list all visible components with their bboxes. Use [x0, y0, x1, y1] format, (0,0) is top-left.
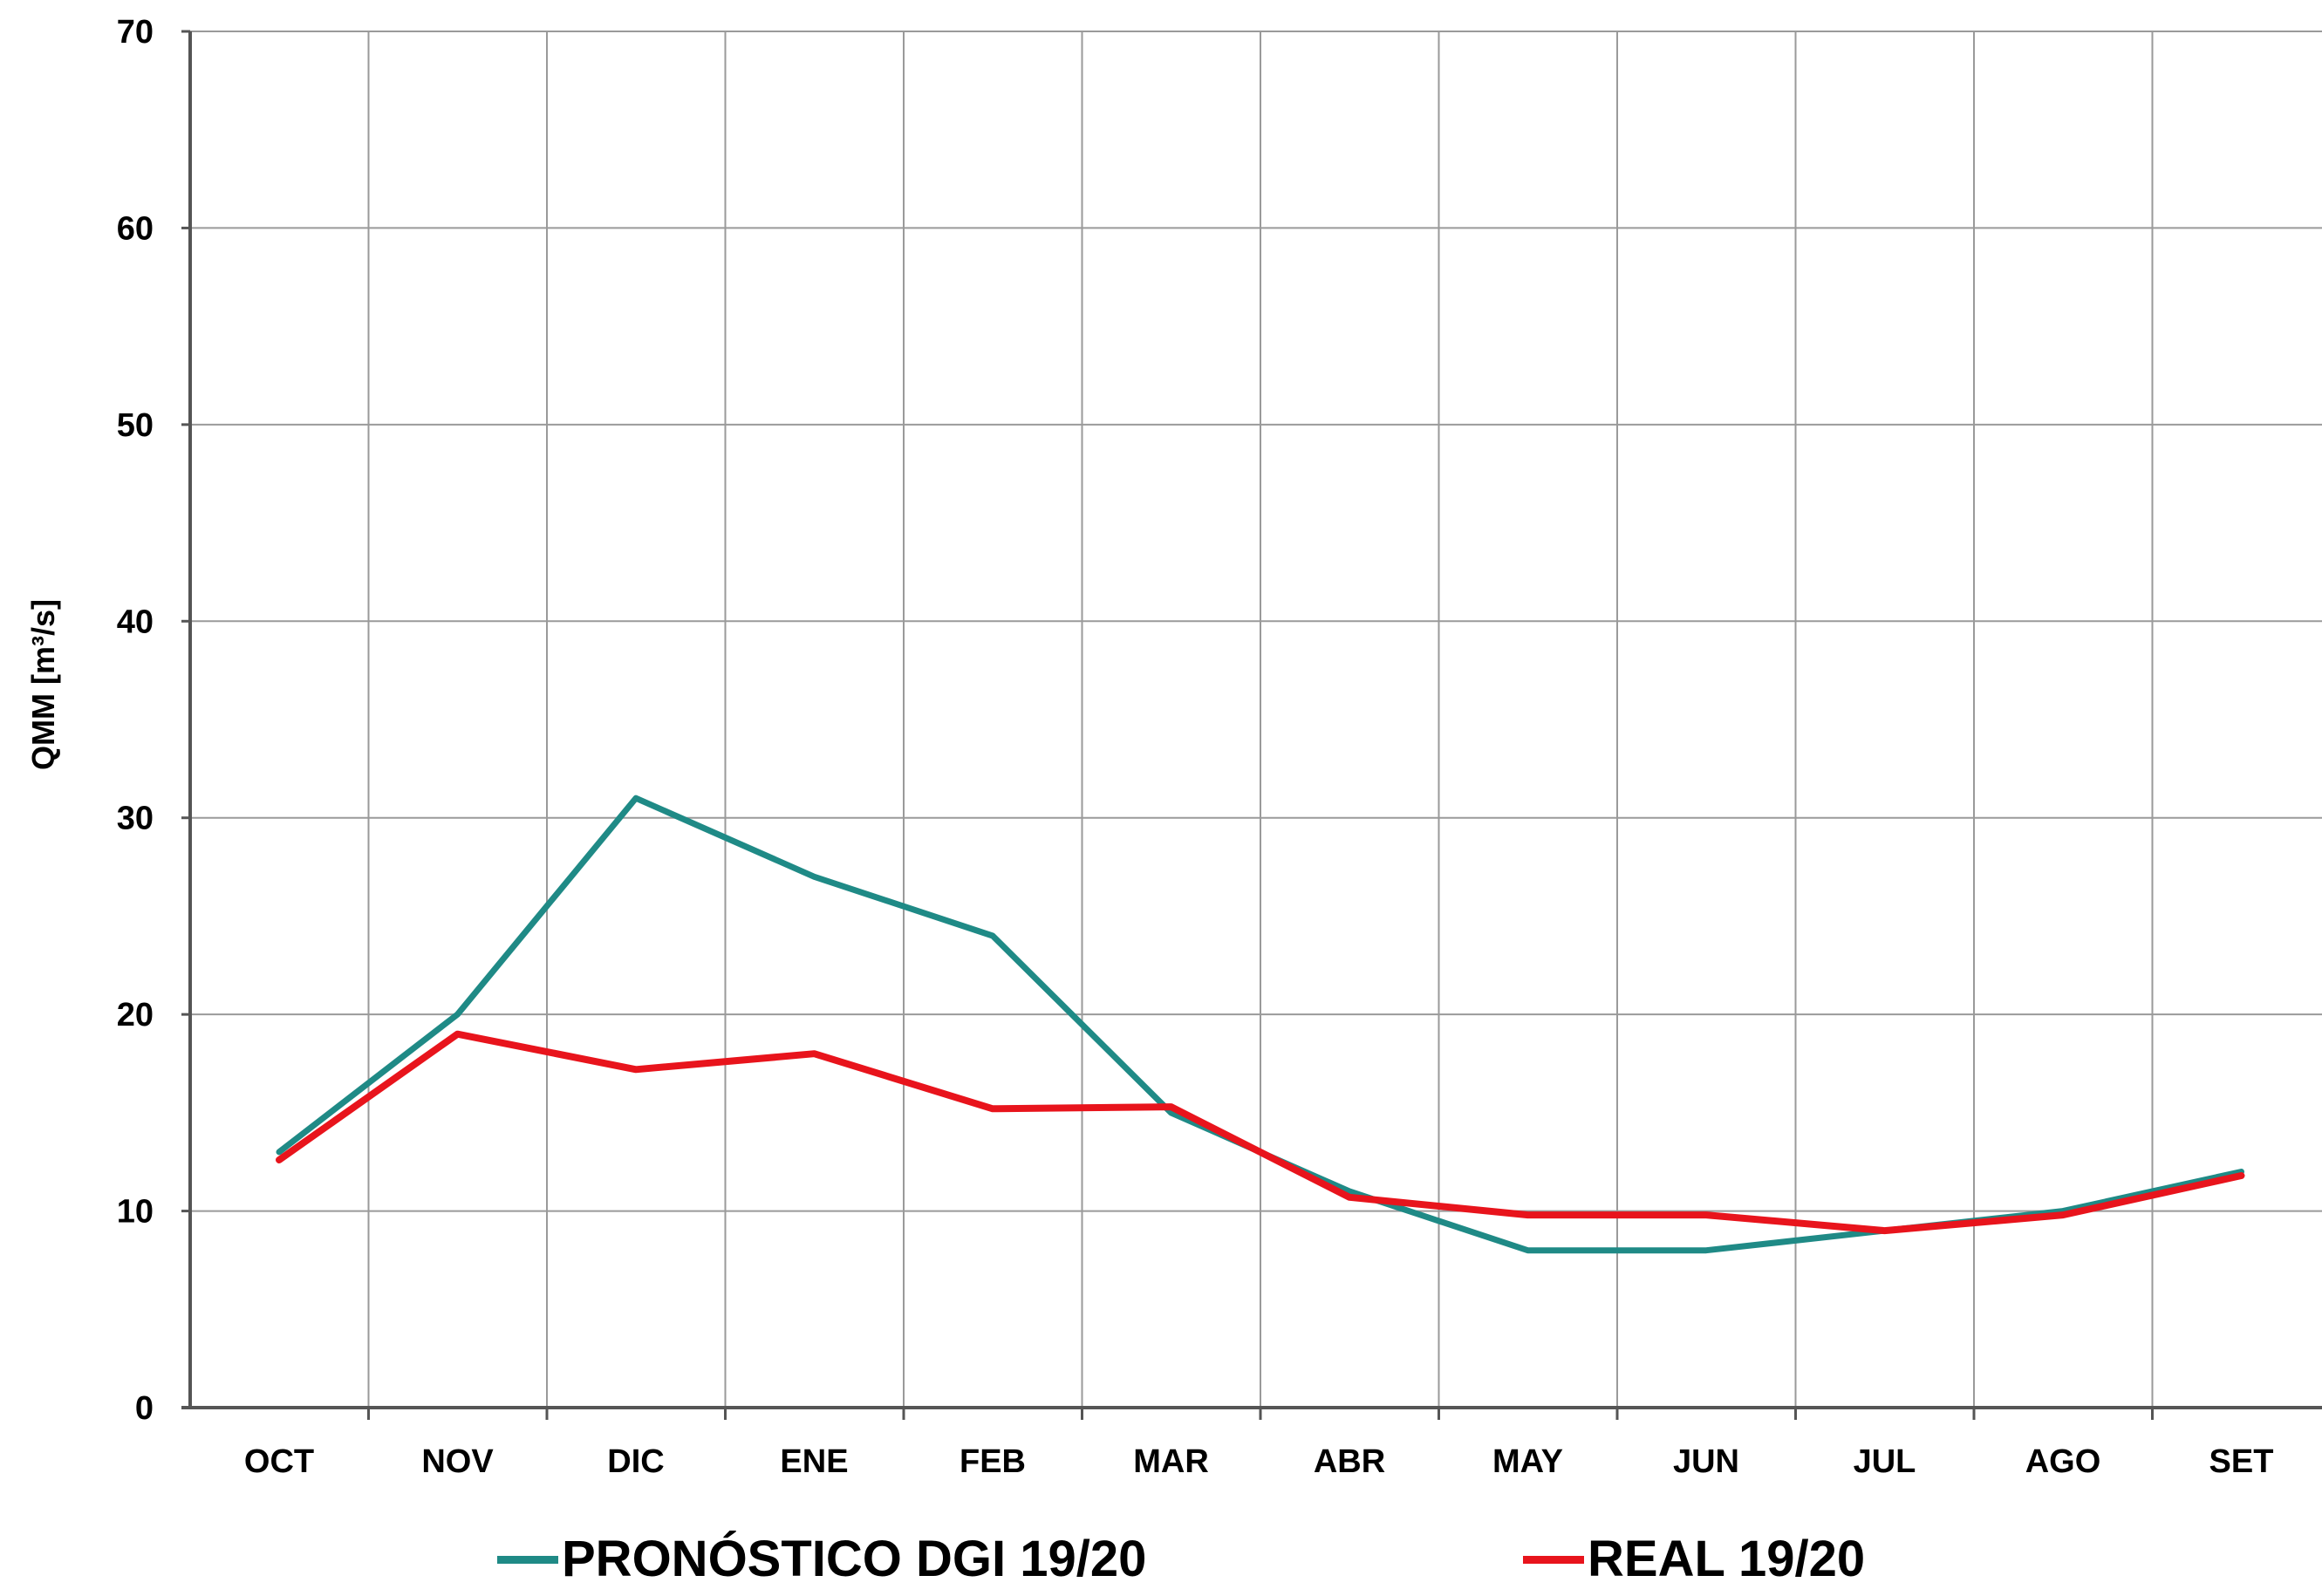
x-tick-label: JUN: [1673, 1443, 1739, 1480]
axes: [181, 30, 2322, 1420]
x-tick-labels: OCT NOV DIC ENE FEB MAR ABR MAY JUN JUL AGO SET: [244, 1443, 2274, 1480]
legend-label-real: REAL 19/20: [1588, 1531, 1866, 1587]
x-tick-label: DIC: [607, 1443, 664, 1480]
x-tick-label: MAR: [1133, 1443, 1209, 1480]
legend-item-forecast: PRONÓSTICO DGI 19/20: [497, 1524, 1146, 1594]
y-tick-label: 70: [117, 14, 154, 51]
series-lines: [276, 795, 2245, 1254]
y-tick-label: 60: [117, 210, 154, 247]
x-tick-label: ABR: [1314, 1443, 1385, 1480]
y-tick-label: 10: [117, 1194, 154, 1231]
legend-label-forecast: PRONÓSTICO DGI 19/20: [562, 1531, 1147, 1587]
y-tick-label: 40: [117, 604, 154, 640]
y-tick-labels: 0 10 20 30 40 50 60 70: [117, 14, 154, 1427]
x-tick-label: OCT: [244, 1443, 314, 1480]
y-tick-label: 50: [117, 407, 154, 444]
x-tick-label: JUL: [1854, 1443, 1916, 1480]
legend-swatch-real: [1523, 1555, 1584, 1564]
x-tick-label: SET: [2209, 1443, 2274, 1480]
legend-item-real: REAL 19/20: [1523, 1524, 1865, 1594]
x-tick-label: FEB: [960, 1443, 1026, 1480]
y-tick-label: 20: [117, 997, 154, 1033]
x-tick-label: AGO: [2025, 1443, 2101, 1480]
y-axis-title: QMM [m³/s]: [25, 599, 61, 770]
y-tick-label: 30: [117, 801, 154, 837]
x-tick-label: NOV: [421, 1443, 494, 1480]
series-line-real: [276, 1030, 2245, 1235]
legend-swatch-forecast: [497, 1555, 558, 1564]
x-tick-label: MAY: [1492, 1443, 1563, 1480]
y-tick-label: 0: [135, 1390, 154, 1427]
x-tick-label: ENE: [780, 1443, 848, 1480]
grid-lines: [190, 31, 2322, 1408]
